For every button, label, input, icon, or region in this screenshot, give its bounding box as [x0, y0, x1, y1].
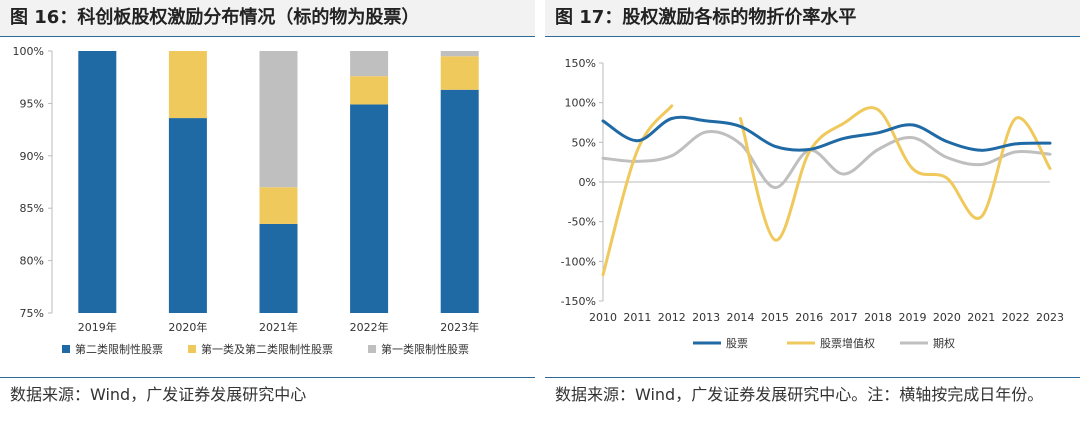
bar-segment — [259, 223, 298, 313]
left-chart-title: 图 16：科创板股权激励分布情况（标的物为股票） — [0, 0, 535, 37]
y-tick-label: 100% — [565, 97, 596, 110]
x-tick-label: 2023 — [1036, 311, 1064, 324]
x-tick-label: 2011 — [623, 311, 651, 324]
line-chart: -150% -100% -50% 0% 50% 100% 150% 2010 2011 2012 2… — [561, 57, 1064, 350]
series-line — [601, 115, 1052, 152]
legend-swatch — [188, 345, 196, 353]
x-tick-label: 2015 — [761, 311, 789, 324]
legend-label: 第二类限制性股票 — [75, 342, 163, 356]
bar-segment — [78, 51, 117, 313]
y-tick-label: -100% — [561, 255, 596, 268]
x-tick-label: 2021 — [967, 311, 995, 324]
left-source-divider — [0, 377, 535, 378]
y-tick-label: 95% — [20, 97, 44, 110]
y-tick-label: 75% — [20, 307, 44, 320]
series-line — [601, 130, 1052, 190]
right-source-divider — [545, 377, 1080, 378]
y-tick-label: -150% — [561, 295, 596, 308]
legend-label: 期权 — [933, 337, 955, 350]
x-tick-label: 2020年 — [168, 320, 207, 334]
right-chart-title: 图 17：股权激励各标的物折价率水平 — [545, 0, 1080, 37]
legend-label: 股票增值权 — [820, 336, 875, 350]
bar-segment — [350, 51, 389, 77]
x-tick-label: 2023年 — [440, 320, 479, 334]
y-tick-label: 90% — [20, 150, 44, 163]
legend-label: 第一类及第二类限制性股票 — [201, 342, 333, 356]
y-tick-label: 85% — [20, 202, 44, 215]
x-tick-label: 2013 — [692, 311, 720, 324]
x-tick-label: 2022 — [1002, 311, 1030, 324]
left-chart-panel: 图 16：科创板股权激励分布情况（标的物为股票） 75% 80% 85% 90% 95%… — [0, 0, 535, 404]
y-tick-label: 0% — [579, 176, 596, 189]
x-tick-label: 2019年 — [78, 320, 117, 334]
x-tick-label: 2012 — [658, 311, 686, 324]
legend-label: 第一类限制性股票 — [381, 342, 469, 356]
bar-segment — [168, 51, 207, 119]
x-tick-label: 2018 — [864, 311, 892, 324]
right-chart-panel: 图 17：股权激励各标的物折价率水平 -150% -100% -50% 0% 50% 10… — [545, 0, 1080, 404]
x-tick-label: 2010 — [589, 311, 617, 324]
y-tick-label: 100% — [13, 45, 44, 58]
bar-segment — [259, 51, 298, 188]
x-tick-label: 2020 — [933, 311, 961, 324]
bar-segment — [440, 51, 479, 57]
y-tick-label: -50% — [568, 216, 596, 229]
x-tick-label: 2022年 — [350, 320, 389, 334]
bar-segment — [350, 104, 389, 313]
left-source-note: 数据来源：Wind，广发证券发展研究中心 — [10, 385, 307, 404]
stacked-bar-chart: 75% 80% 85% 90% 95% 100% 2019年 2020年 2021年 2022年 2… — [13, 45, 480, 356]
legend-swatch — [368, 345, 376, 353]
x-tick-label: 2021年 — [259, 320, 298, 334]
x-tick-label: 2016 — [795, 311, 823, 324]
y-tick-label: 150% — [565, 57, 596, 70]
series-line — [601, 104, 674, 277]
bar-segment — [440, 89, 479, 313]
x-tick-label: 2017 — [830, 311, 858, 324]
x-tick-label: 2019 — [898, 311, 926, 324]
bar-segment — [440, 56, 479, 90]
bar-segment — [168, 118, 207, 314]
legend-label: 股票 — [726, 337, 748, 350]
x-tick-label: 2014 — [727, 311, 755, 324]
bar-segment — [259, 187, 298, 224]
right-source-note: 数据来源：Wind，广发证券发展研究中心。注：横轴按完成日年份。 — [555, 385, 1044, 404]
bar-segment — [350, 76, 389, 105]
y-tick-label: 80% — [20, 255, 44, 268]
y-tick-label: 50% — [572, 136, 596, 149]
legend-swatch — [62, 345, 70, 353]
